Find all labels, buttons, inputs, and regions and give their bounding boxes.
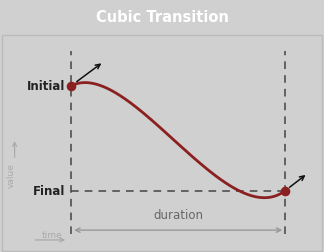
Text: Cubic Transition: Cubic Transition bbox=[96, 10, 228, 25]
Text: time: time bbox=[42, 230, 63, 239]
Text: value: value bbox=[7, 163, 16, 187]
Point bbox=[69, 84, 74, 88]
Text: Final: Final bbox=[32, 184, 65, 197]
Point bbox=[283, 189, 288, 193]
Text: Initial: Initial bbox=[27, 80, 65, 93]
Text: duration: duration bbox=[153, 209, 203, 222]
